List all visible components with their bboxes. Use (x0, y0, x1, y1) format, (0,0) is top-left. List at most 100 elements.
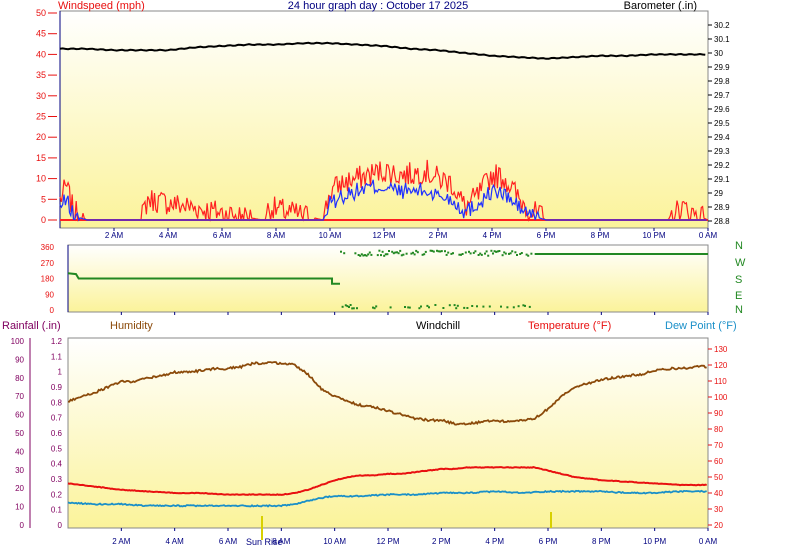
wind-x-tick-label-8: 6 PM (537, 231, 556, 240)
direction-point (372, 306, 374, 309)
rainfall-y-tick-label-2: 0.2 (51, 490, 63, 499)
direction-point (380, 254, 382, 257)
direction-point (500, 305, 502, 308)
direction-point (466, 307, 469, 309)
humidity-line (67, 361, 707, 426)
direction-point (461, 253, 464, 255)
direction-point (373, 307, 376, 310)
direction-point (410, 252, 413, 255)
direction-point (383, 254, 386, 257)
humidity-label: Humidity (110, 320, 153, 332)
rainfall-axis-title: Rainfall (.in) (2, 320, 61, 332)
dir-y-tick-label-2: 180 (41, 275, 55, 284)
baro-y-tick-label-6: 29.4 (714, 133, 730, 142)
rainfall-y-tick-label-11: 1.1 (51, 352, 63, 361)
direction-point (496, 250, 499, 253)
direction-point (501, 254, 504, 257)
direction-point (464, 251, 467, 254)
temp-y-tick-label-8: 100 (714, 393, 728, 402)
baro-y-tick-label-9: 29.7 (714, 91, 730, 100)
direction-point (400, 254, 403, 257)
direction-point (469, 252, 472, 255)
direction-point (488, 305, 491, 308)
compass-e: E (735, 290, 742, 302)
direction-point (455, 307, 458, 310)
baro-y-tick-label-10: 29.8 (714, 77, 730, 86)
temp-x-tick-label-10: 10 PM (643, 537, 666, 546)
direction-point (360, 253, 363, 256)
wind-x-tick-label-2: 6 AM (213, 231, 232, 240)
rainfall-y-tick-label-8: 0.8 (51, 398, 63, 407)
direction-point (453, 304, 456, 307)
temp-y-tick-label-6: 80 (714, 425, 723, 434)
direction-point (364, 254, 366, 257)
baro-y-tick-label-2: 29 (714, 189, 723, 198)
direction-point (514, 251, 517, 254)
direction-point (474, 250, 477, 253)
baro-y-tick-label-8: 29.6 (714, 105, 730, 114)
direction-point (522, 304, 525, 307)
temp-y-tick-label-4: 60 (714, 457, 723, 466)
rain-y-tick-label-0: 0 (20, 521, 25, 530)
direction-point (404, 306, 406, 308)
direction-point (421, 253, 424, 256)
direction-point (399, 249, 402, 252)
direction-point (490, 249, 493, 252)
direction-point (362, 254, 365, 257)
wind-y-tick-label-0: 0 (41, 215, 46, 225)
compass-n-bottom: N (735, 304, 743, 316)
direction-point (397, 252, 400, 255)
baro-y-tick-label-13: 30.1 (714, 35, 730, 44)
direction-point (508, 252, 510, 255)
direction-point (450, 252, 453, 255)
wind-x-tick-label-1: 4 AM (159, 231, 178, 240)
rainfall-y-tick-label-1: 0.1 (51, 506, 63, 515)
temp-plot-background (67, 337, 709, 529)
rain-y-tick-label-9: 90 (15, 355, 24, 364)
wind-x-tick-label-5: 12 PM (372, 231, 395, 240)
wind-y-tick-label-2: 10 (36, 174, 46, 184)
temp-y-tick-label-10: 120 (714, 361, 728, 370)
rainfall-y-tick-label-9: 0.9 (51, 383, 63, 392)
baro-y-tick-label-7: 29.5 (714, 119, 730, 128)
direction-point (530, 252, 533, 255)
direction-point (482, 305, 485, 308)
direction-point (468, 250, 470, 253)
wind-x-tick-label-6: 2 PM (429, 231, 448, 240)
baro-y-tick-label-12: 30 (714, 49, 723, 58)
direction-point (356, 307, 358, 310)
direction-point (402, 253, 405, 256)
direction-point (487, 254, 490, 257)
rain-y-tick-label-2: 20 (15, 484, 24, 493)
direction-point (392, 252, 395, 255)
direction-point (519, 253, 522, 255)
baro-y-tick-label-11: 29.9 (714, 63, 730, 72)
rain-y-tick-label-5: 50 (15, 429, 24, 438)
direction-point (344, 304, 347, 307)
direction-point (477, 254, 480, 256)
direction-point (405, 252, 408, 255)
direction-point (484, 252, 486, 255)
direction-point (375, 305, 378, 308)
direction-point (448, 304, 451, 307)
wind-x-tick-label-7: 4 PM (483, 231, 502, 240)
direction-point (492, 252, 494, 255)
direction-point (388, 250, 390, 252)
direction-point (439, 250, 442, 253)
direction-point (516, 254, 518, 256)
rainfall-y-tick-label-12: 1.2 (51, 337, 63, 346)
rain-y-tick-label-6: 60 (15, 411, 24, 420)
direction-point (524, 304, 526, 307)
direction-point (476, 305, 478, 308)
direction-point (525, 253, 528, 256)
rainfall-y-tick-label-6: 0.6 (51, 429, 63, 438)
dir-y-tick-label-3: 270 (41, 259, 55, 268)
direction-point (456, 304, 459, 307)
direction-point (378, 249, 381, 252)
direction-point (415, 249, 418, 252)
temp-y-tick-label-2: 40 (714, 489, 723, 498)
wind-y-tick-label-4: 20 (36, 132, 46, 142)
direction-point (485, 250, 488, 253)
